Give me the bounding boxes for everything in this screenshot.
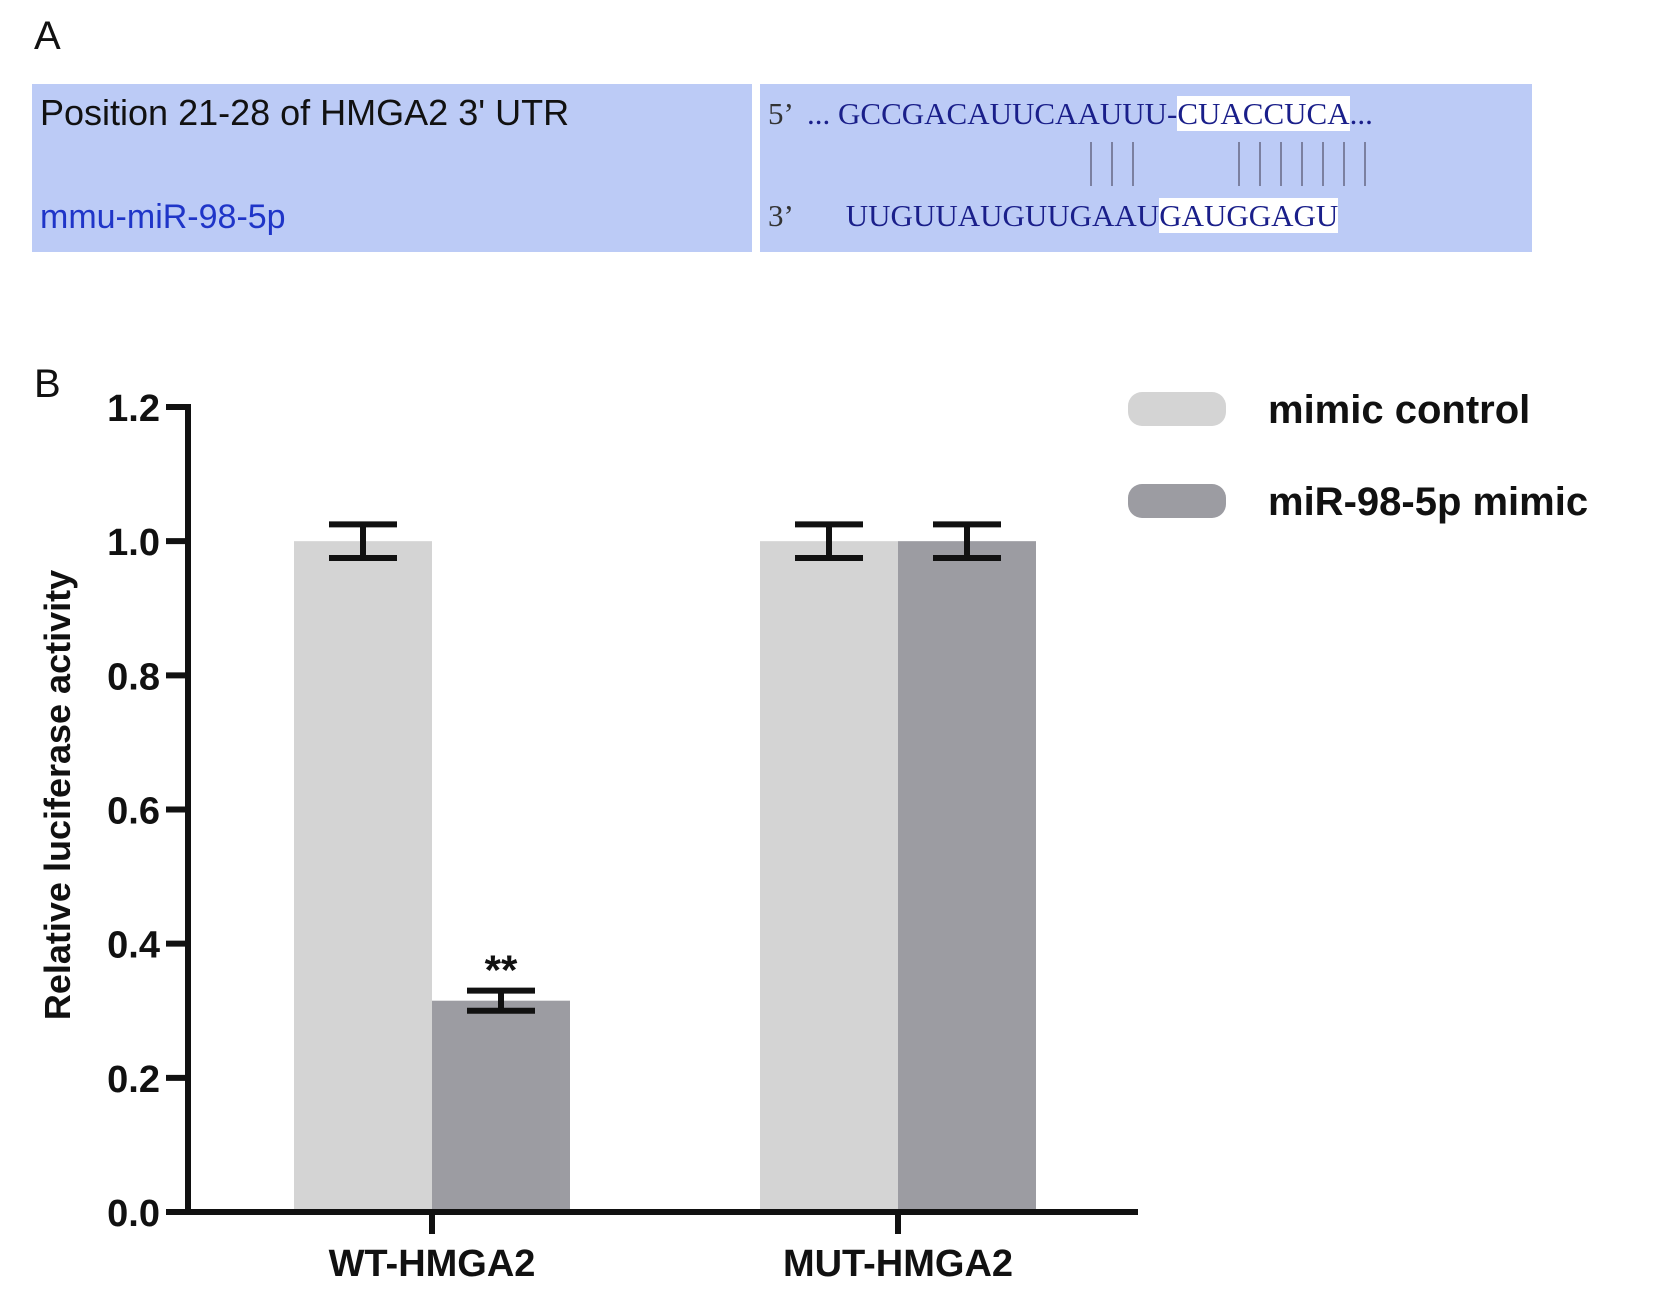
top-strand: 5’ ... GCCGACAUUCAAUUU-CUACCUCA... <box>768 96 1373 132</box>
legend-label-mimic: miR-98-5p mimic <box>1268 480 1588 524</box>
base-pair-line <box>1259 142 1261 186</box>
chart-legend: mimic control miR-98-5p mimic <box>1128 388 1588 524</box>
bar-mut-hmga2-mimic <box>898 541 1036 1212</box>
y-tick-label: 1.0 <box>107 522 160 564</box>
y-tick-label: 0.4 <box>107 925 160 967</box>
y-tick-label: 0.2 <box>107 1059 160 1101</box>
utr-position-label: Position 21-28 of HMGA2 3' UTR <box>40 92 570 133</box>
mirna-name-label: mmu-miR-98-5p <box>40 198 286 236</box>
bar-wt-hmga2-control <box>294 541 432 1212</box>
y-axis-label: Relative luciferase activity <box>37 570 78 1020</box>
legend-swatch-control <box>1128 392 1226 426</box>
base-pair-line <box>1111 142 1113 186</box>
top-gap-dash: - <box>1167 96 1178 131</box>
x-tick-label: WT-HMGA2 <box>329 1243 536 1285</box>
legend-label-control: mimic control <box>1268 388 1530 432</box>
bar-mut-hmga2-control <box>760 541 898 1212</box>
base-pair-line <box>1132 142 1134 186</box>
luciferase-bar-chart: ** 0.0 0.2 0.4 0.6 0.8 1.0 1.2 WT-HMGA2 MUT-HMGA… <box>37 388 1588 1285</box>
y-tick-label: 0.8 <box>107 656 160 698</box>
legend-swatch-mimic <box>1128 484 1226 518</box>
base-pair-line <box>1301 142 1303 186</box>
error-bar <box>329 521 397 561</box>
base-pair-line <box>1343 142 1345 186</box>
sequence-alignment-box <box>760 84 1532 252</box>
panel-a-letter: A <box>34 14 61 58</box>
y-tick-label: 0.0 <box>107 1193 160 1235</box>
error-bar <box>933 521 1001 561</box>
base-pair-lines <box>1090 142 1390 188</box>
y-tick-label: 0.6 <box>107 791 160 833</box>
bar-wt-hmga2-mimic <box>432 1000 570 1212</box>
x-tick-label: MUT-HMGA2 <box>783 1243 1013 1285</box>
top-prefix-dots: ... <box>807 96 831 131</box>
base-pair-line <box>1280 142 1282 186</box>
significance-marker: ** <box>485 947 518 994</box>
chart-marks: ** <box>294 521 1036 1212</box>
base-pair-line <box>1322 142 1324 186</box>
error-bar <box>467 987 535 1014</box>
top-sequence: GCCGACAUUCAAUUU <box>838 96 1167 131</box>
bottom-strand: 3’ UUGUUAUGUUGAAUGAUGGAGU <box>768 198 1339 234</box>
top-suffix-dots: ... <box>1349 96 1373 131</box>
base-pair-line <box>1090 142 1092 186</box>
top-prime-label: 5’ <box>768 96 792 131</box>
base-pair-line <box>1238 142 1240 186</box>
bottom-seed-sequence: GAUGGAGU <box>1159 198 1339 233</box>
top-seed-sequence: CUACCUCA <box>1177 96 1350 131</box>
y-tick-label: 1.2 <box>107 388 160 430</box>
sequence-label-box <box>32 84 752 252</box>
error-bar <box>795 521 863 561</box>
panel-b-letter: B <box>34 362 61 406</box>
base-pair-line <box>1364 142 1366 186</box>
bottom-sequence: UUGUUAUGUUGAAU <box>845 198 1160 233</box>
bottom-prime-label: 3’ <box>768 198 792 233</box>
chart-axes: 0.0 0.2 0.4 0.6 0.8 1.0 1.2 WT-HMGA2 MUT-HMGA2 <box>107 388 1138 1285</box>
